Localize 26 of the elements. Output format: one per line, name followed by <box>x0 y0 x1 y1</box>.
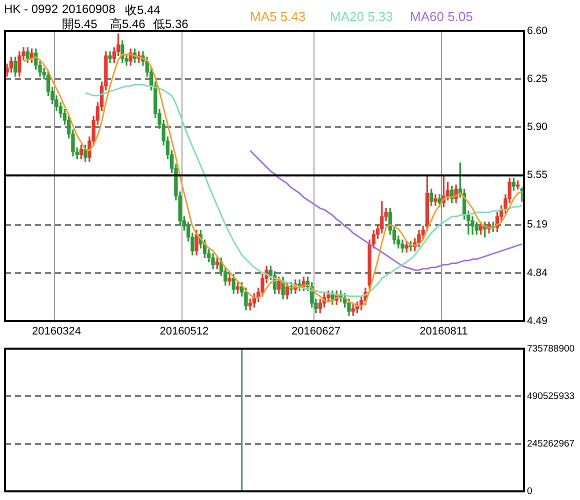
x-tick-label: 20160811 <box>420 326 468 338</box>
annotation: 開5.45 <box>62 16 98 33</box>
text: MA60 5.05 <box>410 9 473 24</box>
candlestick <box>351 304 355 316</box>
x-tick-label: 20160627 <box>292 326 340 338</box>
x-tick-label: 20160324 <box>32 326 81 338</box>
y-tick-label: 490525933 <box>527 390 575 402</box>
y-tick-label: 735788900 <box>527 343 575 354</box>
y-tick-label: 4.84 <box>527 266 548 279</box>
annotation: 高5.46 <box>110 16 146 33</box>
y-tick-label: 6.60 <box>527 24 548 37</box>
text: MA5 5.43 <box>250 9 306 24</box>
chart-title: HK - 0992 <box>4 2 58 16</box>
y-tick-label: 4.49 <box>527 314 548 327</box>
text: MA20 5.33 <box>330 9 393 24</box>
y-tick-label: 0 <box>527 486 532 497</box>
y-tick-label: 6.25 <box>527 72 548 85</box>
x-tick-label: 20160512 <box>160 326 209 338</box>
y-tick-label: 5.55 <box>527 169 548 182</box>
candlestick <box>520 187 524 202</box>
text: 收5.44 <box>125 2 160 18</box>
annotation: 低5.36 <box>153 16 188 33</box>
y-tick-label: 5.19 <box>527 218 548 231</box>
text: 20160908 <box>62 2 116 16</box>
y-tick-label: 5.90 <box>527 121 548 134</box>
y-tick-label: 245262967 <box>527 438 575 450</box>
